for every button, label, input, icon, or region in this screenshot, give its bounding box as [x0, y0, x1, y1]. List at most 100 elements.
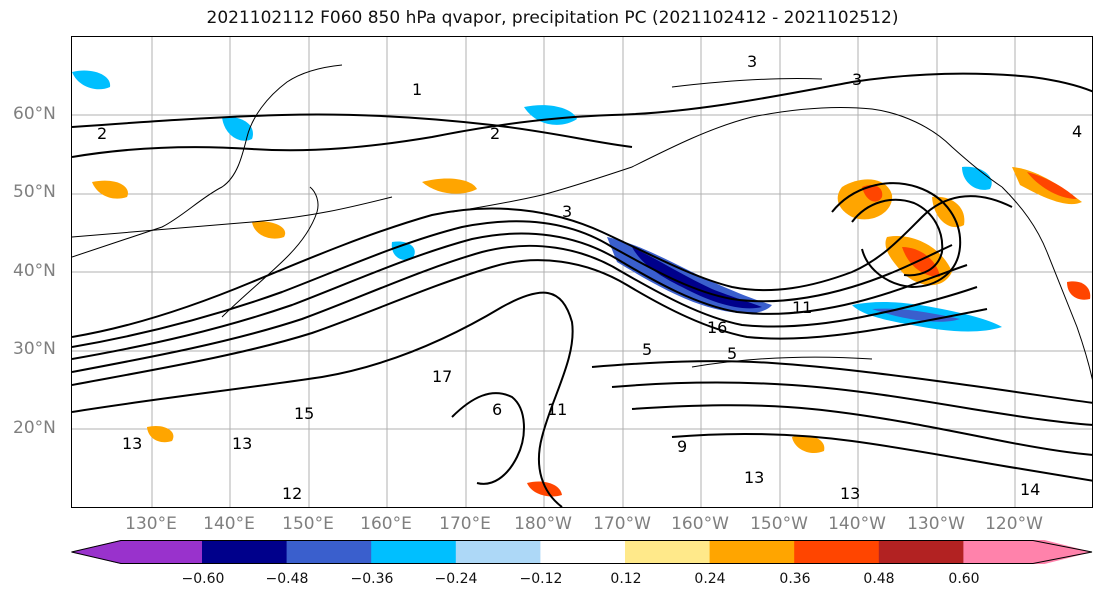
lat-label-60n: 60°N	[13, 104, 56, 124]
colorbar-tick: −0.36	[350, 571, 394, 587]
lat-label-50n: 50°N	[13, 182, 56, 202]
lon-label-130e: 130°E	[125, 514, 177, 534]
colorbar-tick: −0.60	[181, 571, 225, 587]
contour-label: 3	[852, 70, 862, 89]
aleutian-chain	[451, 166, 633, 213]
colorbar-cell	[709, 540, 795, 564]
orange-blob-south-2	[792, 435, 825, 454]
colorbar-tick: −0.48	[265, 571, 309, 587]
contour-2-north	[72, 113, 633, 148]
lon-label-130w: 130°W	[907, 514, 965, 534]
map-panel: 1 2 2 3 3 3 4 5 5 6 9 11 11 12 13 13 13 …	[71, 36, 1093, 508]
lon-label-170w: 170°W	[593, 514, 651, 534]
lon-label-120w: 120°W	[985, 514, 1043, 534]
contour-label: 4	[1072, 122, 1082, 141]
coast-asia	[72, 64, 343, 258]
lon-label-150e: 150°E	[282, 514, 334, 534]
contour-label: 13	[744, 468, 764, 487]
contour-label: 16	[707, 318, 727, 337]
qvapor-contours-thin	[72, 77, 873, 368]
coastlines	[72, 64, 1092, 380]
contour-label: 1	[412, 80, 422, 99]
contour-5-jet	[72, 220, 953, 348]
orange-blob-kuroshio	[422, 178, 477, 194]
contour-label: 11	[792, 298, 812, 317]
colorbar-tick: 0.24	[694, 571, 726, 587]
contour-3-north	[72, 72, 1092, 158]
colorbar-tick: 0.12	[610, 571, 642, 587]
qvapor-contours	[72, 72, 1092, 507]
contour-loop-ne	[831, 182, 962, 289]
contour-label: 11	[547, 400, 567, 419]
contour-label: 5	[642, 340, 652, 359]
contour-label: 2	[97, 124, 107, 143]
lat-label-20n: 20°N	[13, 418, 56, 438]
lon-label-160w: 160°W	[671, 514, 729, 534]
map-title: 2021102112 F060 850 hPa qvapor, precipit…	[206, 8, 899, 28]
contour-label: 3	[747, 52, 757, 71]
orange-blob-midsouth	[147, 425, 174, 443]
lat-label-40n: 40°N	[13, 261, 56, 281]
contour-label: 5	[727, 344, 737, 363]
colorbar-cell	[202, 540, 288, 564]
colorbar-cell	[371, 540, 457, 564]
lon-label-150w: 150°W	[750, 514, 808, 534]
colorbar-cell	[625, 540, 711, 564]
contour-label: 15	[294, 404, 314, 423]
red-blob-ne-1	[862, 185, 883, 202]
lon-label-160e: 160°E	[360, 514, 412, 534]
colorbar-tick: −0.24	[434, 571, 478, 587]
contour-loop-ne-inner	[851, 198, 944, 277]
coast-japan	[221, 186, 319, 318]
blue-blob-aleutian	[524, 105, 577, 125]
colorbar-tick: 0.36	[779, 571, 811, 587]
contour-label: 17	[432, 367, 452, 386]
contour-tropics-2	[611, 381, 1092, 426]
contour-label: 13	[122, 434, 142, 453]
contour-thin-3	[691, 356, 873, 368]
contour-label: 13	[840, 484, 860, 503]
contour-label: 3	[562, 202, 572, 221]
contour-label: 2	[490, 124, 500, 143]
contour-tropics-1	[591, 360, 1092, 404]
lon-label-140e: 140°E	[203, 514, 255, 534]
contour-13-south	[72, 291, 574, 507]
contour-labels: 1 2 2 3 3 3 4 5 5 6 9 11 11 12 13 13 13 …	[97, 52, 1082, 503]
contour-tropics-3	[631, 404, 1092, 456]
orange-blob-east	[1067, 281, 1091, 300]
coast-alaska	[631, 106, 1003, 188]
colorbar	[71, 540, 1093, 564]
colorbar-tick: 0.60	[948, 571, 980, 587]
blue-blob-coast	[962, 166, 992, 190]
contour-thin-2	[671, 77, 823, 88]
blue-blob-kamchatka	[222, 116, 253, 141]
contour-7-jet	[72, 232, 968, 360]
contour-label: 14	[1020, 480, 1040, 499]
coast-northamerica	[1001, 186, 1092, 380]
contour-label: 13	[232, 434, 252, 453]
colorbar-tick: 0.48	[863, 571, 895, 587]
colorbar-outline	[71, 540, 1093, 564]
contour-9-jet	[72, 244, 978, 373]
contour-3-jet	[72, 195, 1013, 338]
colorbar-cell	[455, 540, 541, 564]
lon-label-140w: 140°W	[828, 514, 886, 534]
orange-blob-mid	[252, 221, 286, 239]
contour-label: 6	[492, 400, 502, 419]
colorbar-cell	[878, 540, 964, 564]
colorbar-cell	[963, 540, 1092, 564]
colorbar-cells	[71, 540, 1093, 564]
lon-label-180w: 180°W	[514, 514, 572, 534]
colorbar-cell	[794, 540, 880, 564]
blue-blob-west	[72, 70, 111, 90]
lat-label-30n: 30°N	[13, 339, 56, 359]
contour-tropics-4	[671, 432, 1092, 482]
colorbar-tick: −0.12	[519, 571, 563, 587]
contour-label: 12	[282, 484, 302, 503]
contour-thin-1	[72, 196, 393, 238]
colorbar-cell	[540, 540, 626, 564]
contour-label: 9	[677, 437, 687, 456]
colorbar-cell	[71, 540, 202, 564]
map-canvas: 1 2 2 3 3 3 4 5 5 6 9 11 11 12 13 13 13 …	[72, 37, 1092, 507]
orange-blob-west	[92, 180, 128, 199]
